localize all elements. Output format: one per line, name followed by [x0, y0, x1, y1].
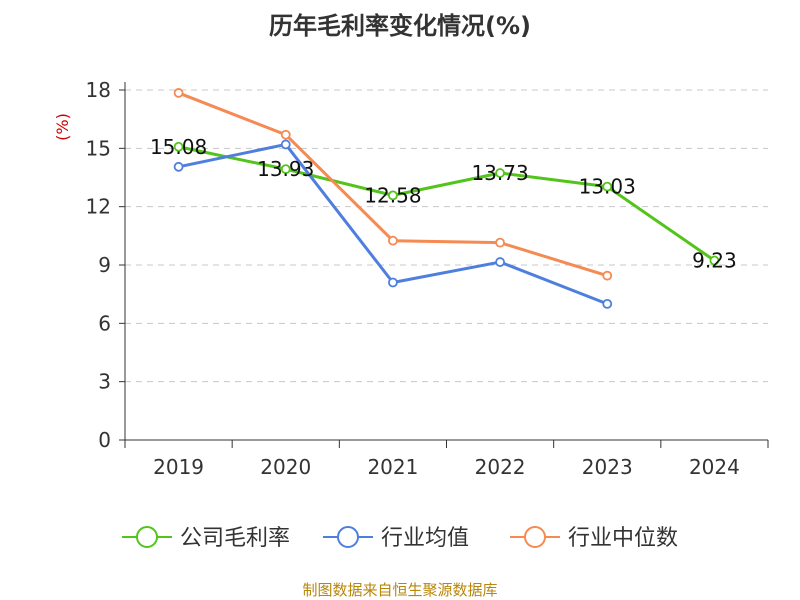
data-point: [280, 139, 291, 150]
legend-marker: [337, 526, 359, 548]
data-labels: 15.08 13.93 12.58 13.73 13.03 9.23: [150, 135, 737, 273]
x-tick-label: 2021: [367, 455, 418, 479]
data-label: 15.08: [150, 135, 207, 159]
data-point: [602, 270, 613, 281]
y-tick-label: 18: [86, 78, 111, 102]
chart-title: 历年毛利率变化情况(%): [269, 12, 531, 40]
data-label: 12.58: [364, 183, 421, 207]
x-tick-label: 2022: [475, 455, 526, 479]
y-tick-label: 3: [98, 370, 111, 394]
source-note: 制图数据来自恒生聚源数据库: [302, 581, 498, 599]
data-point: [173, 141, 184, 152]
data-point: [388, 190, 398, 201]
legend-marker: [136, 526, 158, 548]
legend-label: 公司毛利率: [180, 526, 290, 551]
axes: 0 3 6 9 12 15 18 (%) 2019 2020 2021 2022 2023 2024: [53, 78, 769, 479]
legend: 公司毛利率 行业均值 行业中位数: [122, 526, 678, 551]
data-point: [388, 235, 398, 246]
data-label: 9.23: [692, 249, 737, 273]
series-line-0: [178, 145, 716, 262]
data-point: [280, 164, 291, 175]
x-tick-label: 2020: [260, 455, 311, 479]
y-tick-label: 15: [86, 136, 111, 160]
data-point: [173, 88, 184, 98]
data-point: [173, 161, 184, 172]
y-tick-label: 9: [98, 253, 111, 277]
data-point: [602, 181, 613, 192]
data-point: [495, 237, 505, 248]
data-point: [495, 168, 505, 178]
x-tick-label: 2019: [153, 455, 204, 479]
y-tick-label: 12: [86, 195, 111, 219]
legend-marker: [524, 526, 546, 548]
x-tick-label: 2024: [689, 455, 740, 479]
legend-label: 行业中位数: [568, 526, 678, 551]
data-label: 13.03: [579, 175, 636, 199]
y-tick-label: 0: [98, 428, 111, 452]
legend-label: 行业均值: [381, 526, 469, 551]
data-point: [388, 277, 398, 288]
x-tick-label: 2023: [582, 455, 633, 479]
series-lines: [173, 88, 720, 309]
y-tick-label: 6: [98, 311, 111, 335]
data-point: [495, 257, 505, 267]
data-point: [602, 298, 613, 309]
data-label: 13.73: [471, 161, 528, 185]
data-point: [709, 255, 720, 266]
grid-lines: [125, 89, 768, 383]
y-axis-label: (%): [53, 113, 72, 141]
data-point: [280, 129, 291, 140]
data-label: 13.93: [257, 157, 314, 181]
